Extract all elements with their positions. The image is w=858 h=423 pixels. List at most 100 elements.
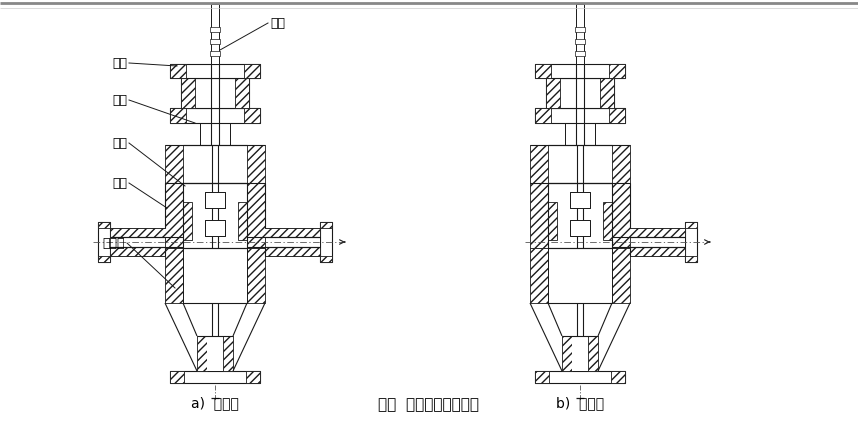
Bar — [220, 192, 225, 208]
Bar — [630, 247, 685, 256]
Bar — [600, 78, 614, 108]
Text: 阀座: 阀座 — [112, 137, 127, 149]
Polygon shape — [247, 247, 320, 256]
Bar — [205, 192, 225, 208]
Text: 阀杆: 阀杆 — [270, 16, 285, 30]
Bar — [222, 123, 230, 145]
Bar — [98, 222, 110, 262]
Bar — [575, 27, 585, 32]
Bar — [247, 248, 265, 303]
Bar — [562, 336, 572, 371]
Polygon shape — [110, 247, 183, 256]
Bar — [535, 64, 551, 78]
Bar — [170, 64, 260, 78]
Bar — [603, 202, 612, 240]
Bar — [265, 237, 320, 247]
Bar — [548, 202, 557, 240]
Bar — [181, 78, 249, 108]
Bar — [612, 183, 630, 248]
Bar — [630, 228, 685, 237]
Bar — [207, 336, 223, 371]
Bar — [110, 237, 165, 247]
Bar — [611, 371, 625, 383]
Polygon shape — [612, 183, 685, 237]
Text: 阀体: 阀体 — [112, 176, 127, 190]
Bar — [612, 145, 630, 183]
Bar — [585, 220, 590, 236]
Bar — [246, 371, 260, 383]
Bar — [210, 39, 220, 44]
Bar — [530, 183, 548, 248]
Bar — [535, 371, 625, 383]
Bar — [546, 78, 560, 108]
Bar — [244, 64, 260, 78]
Bar — [588, 336, 598, 371]
Bar — [205, 220, 225, 236]
Bar — [265, 228, 320, 237]
Bar — [535, 371, 549, 383]
Bar — [110, 228, 165, 237]
Bar — [535, 64, 625, 78]
Bar — [170, 108, 260, 123]
Bar — [685, 222, 697, 228]
Polygon shape — [110, 183, 183, 237]
Bar — [210, 51, 220, 56]
Bar — [223, 336, 233, 371]
Bar — [211, 4, 219, 64]
Bar — [570, 220, 590, 236]
Bar — [572, 336, 588, 371]
Bar — [247, 145, 265, 183]
Bar — [181, 78, 195, 108]
Bar — [575, 39, 585, 44]
Bar — [235, 78, 249, 108]
Bar — [320, 222, 332, 262]
Bar — [210, 27, 220, 32]
Bar — [570, 192, 590, 208]
Bar — [238, 202, 247, 240]
Bar — [587, 123, 595, 145]
Bar — [565, 123, 595, 145]
Bar — [98, 256, 110, 262]
Bar — [165, 183, 183, 248]
Bar — [170, 371, 184, 383]
Bar — [685, 222, 697, 262]
Bar — [535, 108, 625, 123]
Bar — [685, 256, 697, 262]
Bar — [630, 237, 685, 247]
Bar — [565, 123, 573, 145]
Text: 图一  三通调节阀结构图: 图一 三通调节阀结构图 — [378, 398, 480, 412]
Bar — [98, 222, 110, 228]
Bar — [265, 247, 320, 256]
Bar — [170, 108, 186, 123]
Bar — [575, 51, 585, 56]
Text: 阀盖: 阀盖 — [112, 57, 127, 69]
Bar — [183, 202, 192, 240]
Bar — [320, 222, 332, 228]
Bar — [205, 220, 210, 236]
Bar — [220, 220, 225, 236]
Bar — [570, 220, 575, 236]
Text: 连接管: 连接管 — [102, 236, 125, 250]
Bar — [609, 64, 625, 78]
Text: a)  合流阀: a) 合流阀 — [191, 396, 239, 410]
Bar — [244, 108, 260, 123]
Bar — [320, 256, 332, 262]
Bar — [170, 371, 260, 383]
Bar — [165, 145, 183, 183]
Bar — [570, 192, 575, 208]
Polygon shape — [247, 183, 320, 237]
Bar — [609, 108, 625, 123]
Bar — [530, 145, 548, 183]
Text: 阀芯: 阀芯 — [112, 93, 127, 107]
Bar — [247, 183, 265, 248]
Text: b)  分流阀: b) 分流阀 — [556, 396, 604, 410]
Bar — [535, 108, 551, 123]
Bar — [165, 248, 183, 303]
Bar — [576, 4, 584, 64]
Bar — [548, 248, 612, 303]
Bar — [205, 192, 210, 208]
Bar — [200, 123, 208, 145]
Bar — [200, 123, 230, 145]
Bar — [183, 248, 247, 303]
Bar — [530, 248, 548, 303]
